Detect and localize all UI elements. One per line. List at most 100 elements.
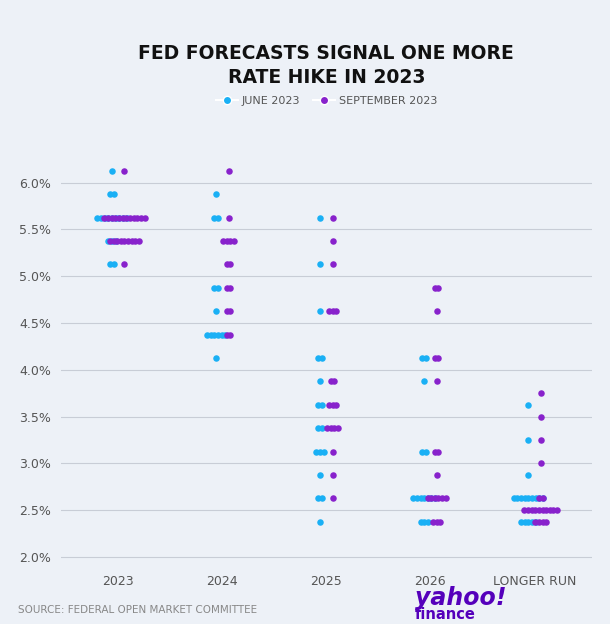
Point <box>218 236 228 246</box>
Point <box>430 283 440 293</box>
Point <box>536 388 545 398</box>
Point <box>415 517 425 527</box>
Point <box>326 423 336 433</box>
Point <box>315 376 325 386</box>
Point <box>222 329 232 339</box>
Point <box>417 353 427 363</box>
Point <box>317 353 327 363</box>
Point <box>134 236 144 246</box>
Point <box>111 236 121 246</box>
Point <box>315 517 325 527</box>
Point <box>423 494 432 504</box>
Text: SOURCE: FEDERAL OPEN MARKET COMMITTEE: SOURCE: FEDERAL OPEN MARKET COMMITTEE <box>18 605 257 615</box>
Point <box>432 470 442 480</box>
Point <box>534 517 544 527</box>
Point <box>520 494 529 504</box>
Point <box>512 494 522 504</box>
Point <box>106 260 115 270</box>
Point <box>107 236 117 246</box>
Point <box>213 213 223 223</box>
Point <box>541 517 551 527</box>
Point <box>526 505 536 515</box>
Point <box>106 189 115 199</box>
Point <box>211 306 221 316</box>
Point <box>430 494 440 504</box>
Point <box>326 376 336 386</box>
Point <box>516 517 526 527</box>
Point <box>312 447 321 457</box>
Point <box>328 236 337 246</box>
Point <box>534 494 544 504</box>
Point <box>421 353 431 363</box>
Point <box>331 400 341 410</box>
Point <box>331 306 341 316</box>
Point <box>523 435 533 445</box>
Point <box>229 236 239 246</box>
Point <box>419 517 429 527</box>
Point <box>328 213 337 223</box>
Point <box>426 494 436 504</box>
Point <box>121 213 131 223</box>
Point <box>226 306 235 316</box>
Point <box>329 376 339 386</box>
Point <box>552 505 562 515</box>
Legend: JUNE 2023, SEPTEMBER 2023: JUNE 2023, SEPTEMBER 2023 <box>211 92 442 110</box>
Point <box>107 166 117 176</box>
Point <box>436 517 445 527</box>
Point <box>107 213 117 223</box>
Point <box>112 236 122 246</box>
Point <box>209 283 219 293</box>
Point <box>545 505 554 515</box>
Point <box>531 494 540 504</box>
Point <box>531 517 540 527</box>
Point <box>520 505 529 515</box>
Point <box>415 494 425 504</box>
Point <box>211 353 221 363</box>
Point <box>423 517 432 527</box>
Point <box>120 236 129 246</box>
Point <box>319 447 329 457</box>
Point <box>226 283 235 293</box>
Point <box>430 353 440 363</box>
Point <box>222 260 232 270</box>
Point <box>136 213 146 223</box>
Point <box>118 213 128 223</box>
Point <box>125 213 135 223</box>
Point <box>315 447 325 457</box>
Point <box>333 423 343 433</box>
Point <box>534 494 544 504</box>
Point <box>421 447 431 457</box>
Point <box>426 494 436 504</box>
Text: yahoo!: yahoo! <box>415 587 506 610</box>
Point <box>226 329 235 339</box>
Point <box>209 213 219 223</box>
Point <box>314 494 323 504</box>
Point <box>104 213 113 223</box>
Point <box>434 283 443 293</box>
Point <box>140 213 149 223</box>
Point <box>314 423 323 433</box>
Point <box>509 494 518 504</box>
Point <box>520 517 529 527</box>
Point <box>437 494 447 504</box>
Point <box>412 494 422 504</box>
Point <box>324 306 334 316</box>
Point <box>434 353 443 363</box>
Point <box>423 494 432 504</box>
Point <box>434 494 443 504</box>
Point <box>109 189 119 199</box>
Point <box>131 236 140 246</box>
Point <box>530 517 540 527</box>
Point <box>202 329 212 339</box>
Point <box>100 213 110 223</box>
Point <box>317 423 327 433</box>
Point <box>537 517 547 527</box>
Point <box>109 260 119 270</box>
Point <box>328 260 337 270</box>
Point <box>110 213 120 223</box>
Point <box>534 505 544 515</box>
Point <box>209 329 219 339</box>
Point <box>222 283 232 293</box>
Point <box>328 447 337 457</box>
Point <box>105 236 115 246</box>
